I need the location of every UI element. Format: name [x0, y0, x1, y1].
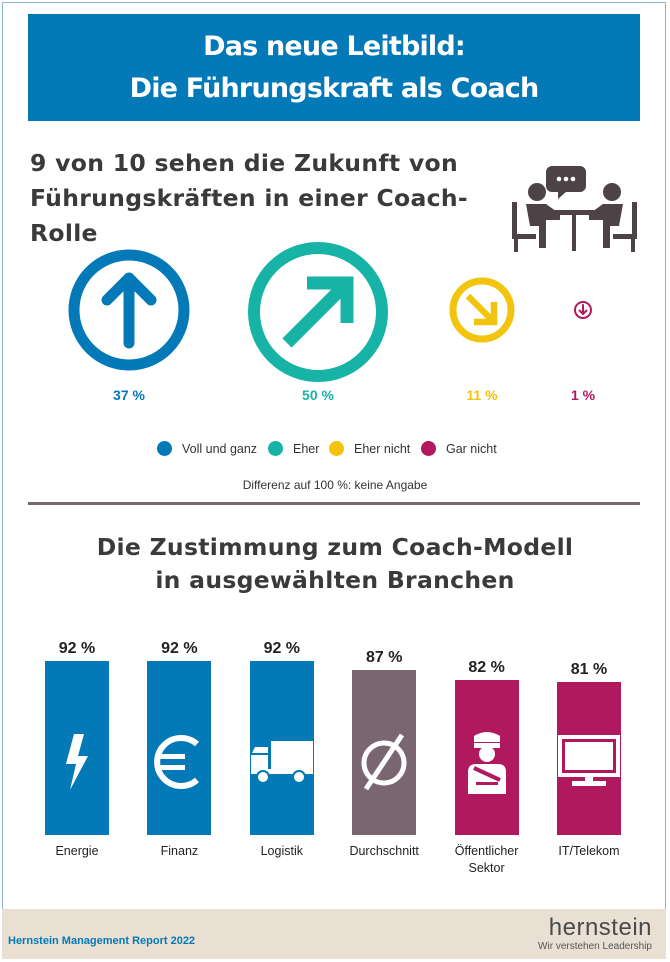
bar-value-label: 87 % — [365, 649, 403, 667]
header-title-line2: Die Führungskraft als Coach — [129, 73, 540, 104]
legend-label: Gar nicht — [446, 441, 497, 456]
legend-item-eher: Eher — [268, 441, 319, 456]
bar-category-line: Finanz — [160, 844, 199, 858]
bar-category-line: Energie — [55, 844, 99, 858]
officer-icon — [466, 730, 508, 794]
bar-category-label: Durchschnitt — [329, 843, 439, 860]
section1-title: 9 von 10 sehen die Zukunft von Führungsk… — [30, 146, 500, 251]
bubble-label-eher-nicht: 11 % — [466, 387, 498, 403]
legend-item-gar-nicht: Gar nicht — [421, 441, 497, 456]
legend-item-voll-und-ganz: Voll und ganz — [157, 441, 257, 456]
difference-note: Differenz auf 100 %: keine Angabe — [242, 478, 428, 492]
legend-item-eher-nicht: Eher nicht — [329, 441, 410, 456]
bar-value-label: 92 % — [161, 640, 198, 657]
section2-title: Die Zustimmung zum Coach-Modell in ausge… — [0, 531, 670, 597]
bubble-label-voll-und-ganz: 37 % — [113, 387, 145, 403]
legend-swatch — [329, 441, 344, 456]
section2-title-line2: in ausgewählten Branchen — [155, 566, 515, 594]
bar-value-label: 92 % — [58, 640, 96, 657]
brand-logo: hernstein Wir verstehen Leadership — [538, 914, 652, 953]
bar-category-line: Durchschnitt — [349, 844, 419, 858]
bubble-label-gar-nicht: 1 % — [570, 387, 596, 403]
section1-title-line2: Führungskräften in einer Coach-Rolle — [30, 184, 468, 247]
section1-title-line1: 9 von 10 sehen die Zukunft von — [30, 149, 458, 177]
legend-label: Eher nicht — [354, 441, 411, 456]
euro-icon — [149, 732, 209, 792]
coaching-people-icon — [512, 166, 637, 252]
bubble-voll-und-ganz — [68, 249, 190, 371]
bubble-gar-nicht — [574, 301, 592, 319]
bar-category-label: Energie — [22, 843, 132, 860]
monitor-icon — [558, 735, 620, 789]
bubble-label-eher: 50 % — [302, 387, 334, 403]
bar-category-label: Öffentlicher Sektor — [432, 843, 542, 877]
bar-category-label: Finanz — [124, 843, 234, 860]
legend: Voll und ganz Eher Eher nicht Gar nicht — [0, 441, 670, 461]
report-name: Hernstein Management Report 2022 — [8, 935, 196, 947]
header-title-line1: Das neue Leitbild: — [203, 31, 466, 62]
bar-value-label: 92 % — [263, 640, 301, 657]
brand-name: hernstein — [548, 914, 652, 941]
header-banner: Das neue Leitbild: Die Führungskraft als… — [28, 14, 640, 121]
legend-swatch — [157, 441, 172, 456]
bar-value-label: 82 % — [468, 658, 505, 676]
bubble-eher — [248, 242, 388, 382]
footer: Hernstein Management Report 2022 hernste… — [2, 909, 666, 959]
brand-tagline: Wir verstehen Leadership — [538, 941, 652, 952]
truck-icon — [249, 739, 315, 785]
legend-label: Voll und ganz — [182, 441, 258, 456]
lightning-icon — [62, 732, 92, 792]
bar-category-line: IT/Telekom — [558, 844, 620, 858]
bar-category-line: Sektor — [468, 861, 505, 875]
bar-value-label: 81 % — [570, 660, 608, 678]
legend-label: Eher — [293, 441, 320, 456]
section2-title-line1: Die Zustimmung zum Coach-Modell — [96, 533, 574, 561]
section-divider — [28, 502, 640, 505]
legend-swatch — [268, 441, 283, 456]
bar-category-label: IT/Telekom — [534, 843, 644, 860]
bubble-eher-nicht — [449, 277, 515, 343]
bar-category-label: Logistik — [227, 843, 337, 860]
average-icon — [354, 729, 414, 795]
bar-finanz — [147, 661, 212, 835]
bar-category-line: Logistik — [260, 844, 303, 858]
bar-category-line: Öffentlicher — [454, 844, 519, 858]
legend-swatch — [421, 441, 436, 456]
bar-durchschnitt — [352, 670, 417, 835]
